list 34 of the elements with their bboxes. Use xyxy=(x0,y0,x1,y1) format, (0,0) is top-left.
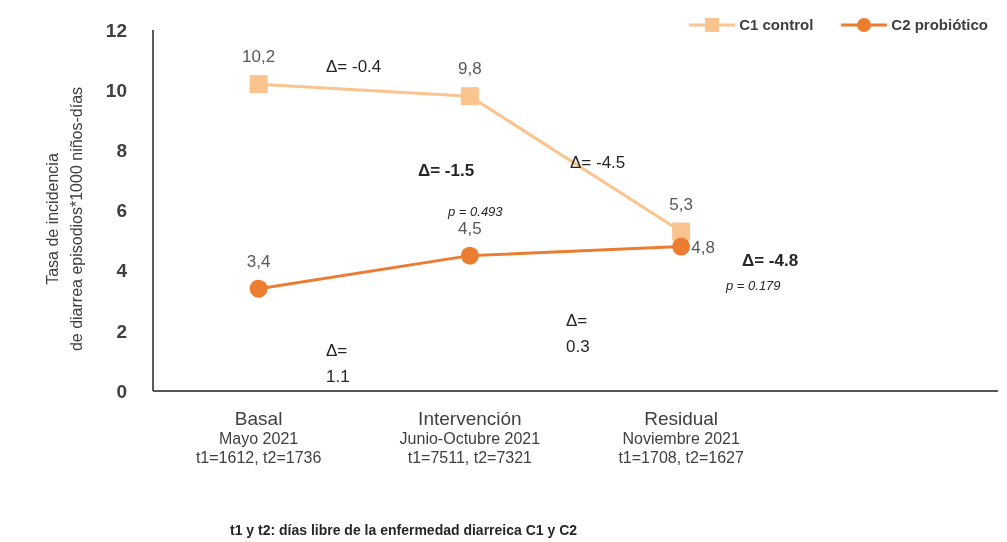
point xyxy=(249,75,268,94)
data-label: 4,5 xyxy=(458,218,482,238)
legend-label: C2 probiótico xyxy=(891,16,988,33)
data-label: 3,4 xyxy=(246,251,271,271)
annotation: Δ= -4.8 xyxy=(742,250,799,272)
point xyxy=(460,87,479,106)
x-tick-label: Basal Mayo 2021 t1=1612, t2=1736 xyxy=(195,408,322,466)
annotation: p = 0.179 xyxy=(726,277,781,295)
y-tick-label: 10 xyxy=(105,79,127,101)
annotation: p = 0.493 xyxy=(448,203,503,221)
data-label: 9,8 xyxy=(458,59,482,79)
x-tick-label: Residual Noviembre 2021 t1=1708, t2=1627 xyxy=(618,408,744,466)
data-label: 10,2 xyxy=(242,47,276,67)
annotation: Δ= -0.4 xyxy=(326,56,382,78)
text: t1 y t2: días libre de la enfermedad diarreica C1 y C2 xyxy=(230,521,578,540)
y-tick-label: 2 xyxy=(116,320,127,342)
data-label: 4,8 xyxy=(691,237,715,257)
legend-label: C1 control xyxy=(739,16,814,33)
y-tick-label: 6 xyxy=(116,200,127,222)
point xyxy=(460,246,479,265)
point xyxy=(672,237,691,256)
x-tick-label: Intervención Junio-Octubre 2021 t1=7511, t2=7321 xyxy=(399,408,541,466)
annotation: Δ= 1.1 xyxy=(326,340,350,388)
annotation: Δ= -4.5 xyxy=(570,152,626,174)
data-label: 5,3 xyxy=(669,194,693,214)
y-tick-label: 0 xyxy=(116,380,127,402)
y-tick-label: 8 xyxy=(116,140,127,162)
annotation: Δ= 0.3 xyxy=(566,310,590,358)
y-tick-label: 4 xyxy=(116,260,128,282)
y-tick-label: 12 xyxy=(105,19,127,41)
point xyxy=(672,222,691,241)
y-axis-title: Tasa de incidencia de diarrea episodios*1000 niños-días xyxy=(44,86,85,352)
annotation: Δ= -1.5 xyxy=(418,160,475,182)
point xyxy=(249,279,268,298)
